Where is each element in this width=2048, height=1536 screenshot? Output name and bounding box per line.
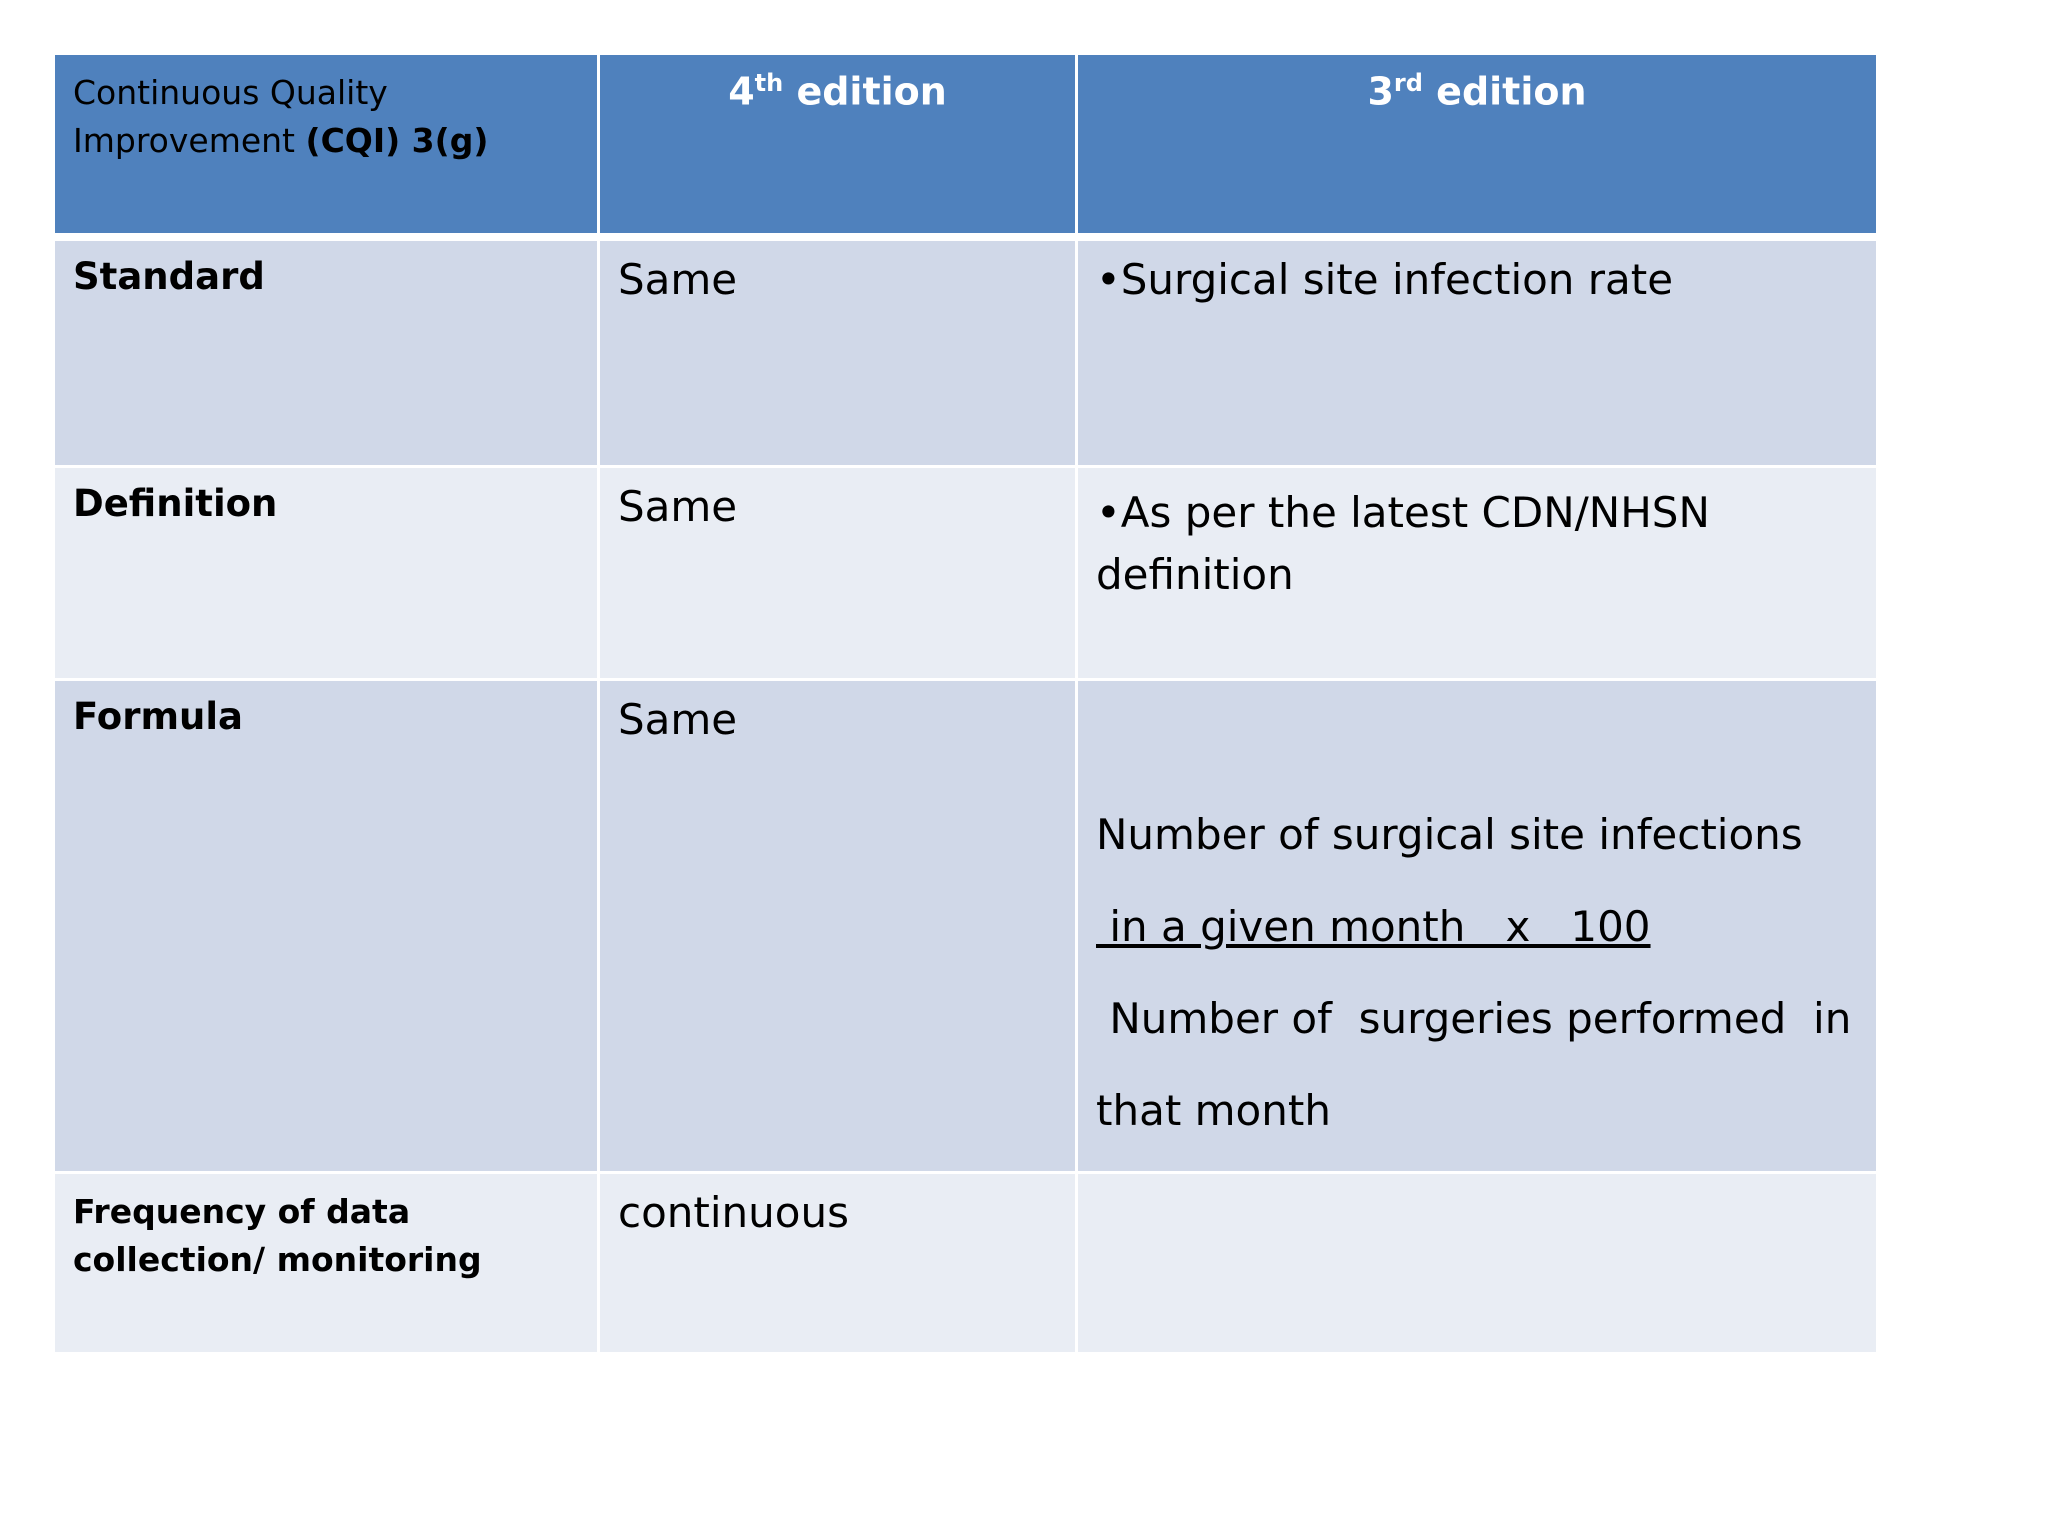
row-label: Formula [52, 678, 600, 1174]
cell-3rd [1075, 1171, 1879, 1355]
header-cqi: Continuous Quality Improvement (CQI) 3(g… [52, 52, 600, 241]
table-row: Standard Same •Surgical site infection r… [52, 235, 1879, 468]
cell-3rd: •Surgical site infection rate [1075, 235, 1879, 468]
formula-denominator-1: Number of surgeries performed in [1096, 994, 1852, 1043]
cell-4th: Same [597, 678, 1078, 1174]
formula-denominator-2: that month [1096, 1086, 1331, 1135]
header-cqi-code: (CQI) 3(g) [305, 121, 489, 160]
table-row: Frequency of data collection/ monitoring… [52, 1171, 1879, 1355]
formula-numerator-1: Number of surgical site infections [1096, 810, 1803, 859]
comparison-table: Continuous Quality Improvement (CQI) 3(g… [52, 52, 1879, 1355]
table-row: Formula Same Number of surgical site inf… [52, 678, 1879, 1174]
header-3rd-edition: 3rd edition [1075, 52, 1879, 241]
formula-numerator-2: in a given month x 100 [1096, 902, 1651, 951]
cell-4th: Same [597, 235, 1078, 468]
table-row: Definition Same •As per the latest CDN/N… [52, 465, 1879, 681]
cell-3rd-formula: Number of surgical site infections in a … [1075, 678, 1879, 1174]
cell-4th: Same [597, 465, 1078, 681]
header-cqi-line2: Improvement [73, 121, 306, 160]
cell-4th: continuous [597, 1171, 1078, 1355]
header-4th-edition: 4th edition [597, 52, 1078, 241]
row-label: Frequency of data collection/ monitoring [52, 1171, 600, 1355]
header-row: Continuous Quality Improvement (CQI) 3(g… [52, 52, 1879, 241]
cell-3rd: •As per the latest CDN/NHSN definition [1075, 465, 1879, 681]
header-cqi-line1: Continuous Quality [73, 73, 388, 112]
row-label: Definition [52, 465, 600, 681]
row-label: Standard [52, 235, 600, 468]
